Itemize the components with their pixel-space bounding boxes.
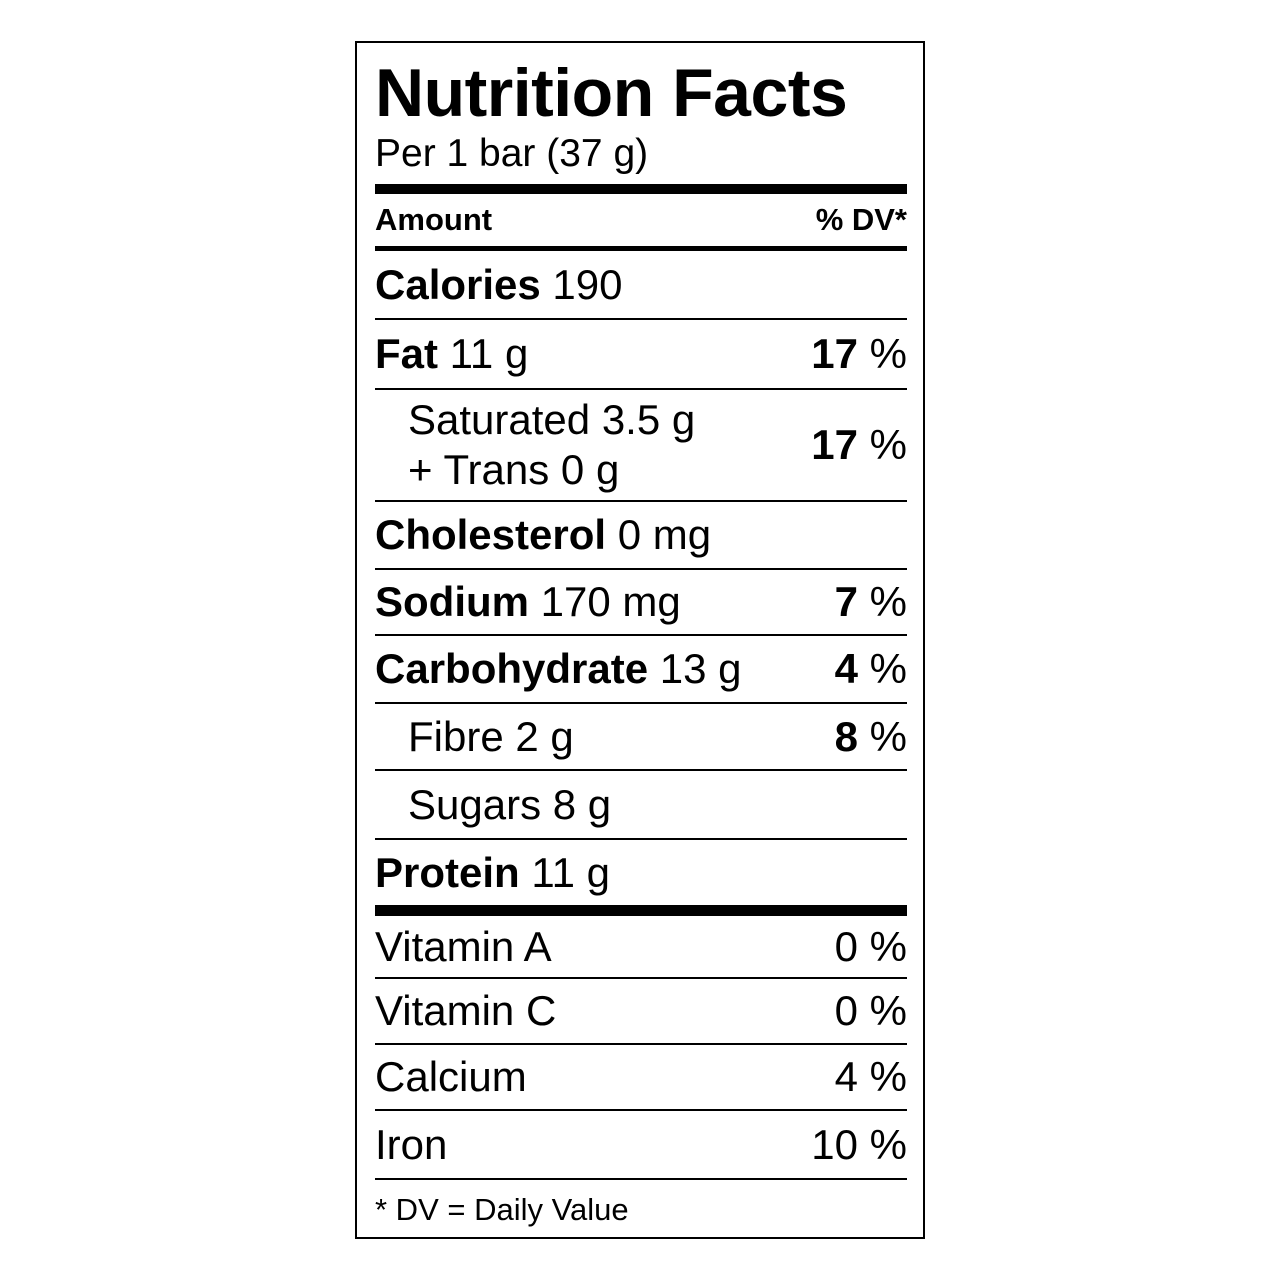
nutrient-amount: 0 mg xyxy=(617,511,712,558)
divider xyxy=(375,318,907,320)
vitamin-label: Iron xyxy=(375,1120,448,1168)
divider xyxy=(375,388,907,390)
divider xyxy=(375,838,907,840)
nutrient-amount: 2 g xyxy=(515,712,574,760)
column-header-row: Amount % DV* xyxy=(375,194,907,246)
amount-header: Amount xyxy=(375,202,493,237)
nutrient-label: Saturated xyxy=(408,396,591,443)
vitamin-dv: 0 xyxy=(834,922,858,970)
nutrient-label: Fat xyxy=(375,330,438,377)
nutrient-row-sodium: Sodium 170 mg 7 % xyxy=(375,570,907,634)
nutrient-amount: 3.5 g xyxy=(601,396,696,443)
divider xyxy=(375,1109,907,1111)
nutrition-facts-panel: Nutrition Facts Per 1 bar (37 g) Amount … xyxy=(355,41,925,1239)
nutrient-dv: 8 xyxy=(834,712,858,760)
nutrient-row-carbohydrate: Carbohydrate 13 g 4 % xyxy=(375,636,907,702)
divider xyxy=(375,500,907,502)
vitamin-row-iron: Iron 10 % xyxy=(375,1111,907,1178)
nutrient-dv: 17 xyxy=(811,330,858,377)
calories-value: 190 xyxy=(552,260,623,308)
vitamin-label: Calcium xyxy=(375,1053,527,1100)
nutrient-dv: 17 xyxy=(811,421,858,468)
nutrient-row-saturated-trans: Saturated 3.5 g + Trans 0 g 17 % xyxy=(375,390,907,500)
nutrient-label: Protein xyxy=(375,848,520,896)
nutrient-row-sugars: Sugars 8 g xyxy=(375,771,907,838)
calories-label: Calories xyxy=(375,260,541,308)
vitamin-row-calcium: Calcium 4 % xyxy=(375,1045,907,1109)
calories-row: Calories 190 xyxy=(375,251,907,318)
nutrient-row-fibre: Fibre 2 g 8 % xyxy=(375,704,907,769)
nutrient-amount: 13 g xyxy=(659,645,742,692)
vitamin-dv: 10 xyxy=(811,1120,858,1168)
nutrient-amount: 8 g xyxy=(552,780,612,828)
percent-sign: % xyxy=(869,922,907,970)
vitamin-label: Vitamin C xyxy=(375,987,557,1034)
percent-sign: % xyxy=(869,712,907,760)
divider xyxy=(375,702,907,704)
vitamin-row-a: Vitamin A 0 % xyxy=(375,916,907,977)
footnote: * DV = Daily Value xyxy=(375,1192,629,1227)
thick-divider xyxy=(375,905,907,916)
nutrient-amount: 0 g xyxy=(560,446,620,493)
thick-divider xyxy=(375,184,907,194)
nutrient-label: Sodium xyxy=(375,578,529,625)
percent-sign: % xyxy=(869,421,907,468)
nutrient-row-cholesterol: Cholesterol 0 mg xyxy=(375,502,907,568)
serving-size: Per 1 bar (37 g) xyxy=(375,132,649,175)
nutrient-amount: 11 g xyxy=(531,848,610,896)
nutrient-dv: 7 xyxy=(834,578,858,625)
percent-sign: % xyxy=(869,1053,907,1100)
nutrient-label: Cholesterol xyxy=(375,511,607,558)
percent-sign: % xyxy=(869,330,907,377)
nutrient-label: Fibre xyxy=(408,712,504,760)
vitamin-label: Vitamin A xyxy=(375,922,552,970)
dv-header: % DV* xyxy=(815,202,907,237)
divider xyxy=(375,634,907,636)
divider xyxy=(375,977,907,979)
divider xyxy=(375,1178,907,1180)
panel-title: Nutrition Facts xyxy=(375,55,848,131)
nutrient-label: Carbohydrate xyxy=(375,645,649,692)
divider xyxy=(375,568,907,570)
percent-sign: % xyxy=(869,645,907,692)
percent-sign: % xyxy=(869,578,907,625)
percent-sign: % xyxy=(869,1120,907,1168)
nutrient-dv: 4 xyxy=(834,645,858,692)
nutrient-row-fat: Fat 11 g 17 % xyxy=(375,320,907,388)
vitamin-row-c: Vitamin C 0 % xyxy=(375,979,907,1043)
divider xyxy=(375,246,907,251)
vitamin-dv: 0 xyxy=(834,987,858,1034)
nutrient-row-protein: Protein 11 g xyxy=(375,840,907,905)
percent-sign: % xyxy=(869,987,907,1034)
divider xyxy=(375,769,907,771)
nutrient-label: Sugars xyxy=(408,780,542,828)
divider xyxy=(375,1043,907,1045)
nutrient-amount: 11 g xyxy=(449,330,529,377)
vitamin-dv: 4 xyxy=(834,1053,858,1100)
nutrient-label: + Trans xyxy=(408,446,550,493)
nutrient-amount: 170 mg xyxy=(540,578,681,625)
